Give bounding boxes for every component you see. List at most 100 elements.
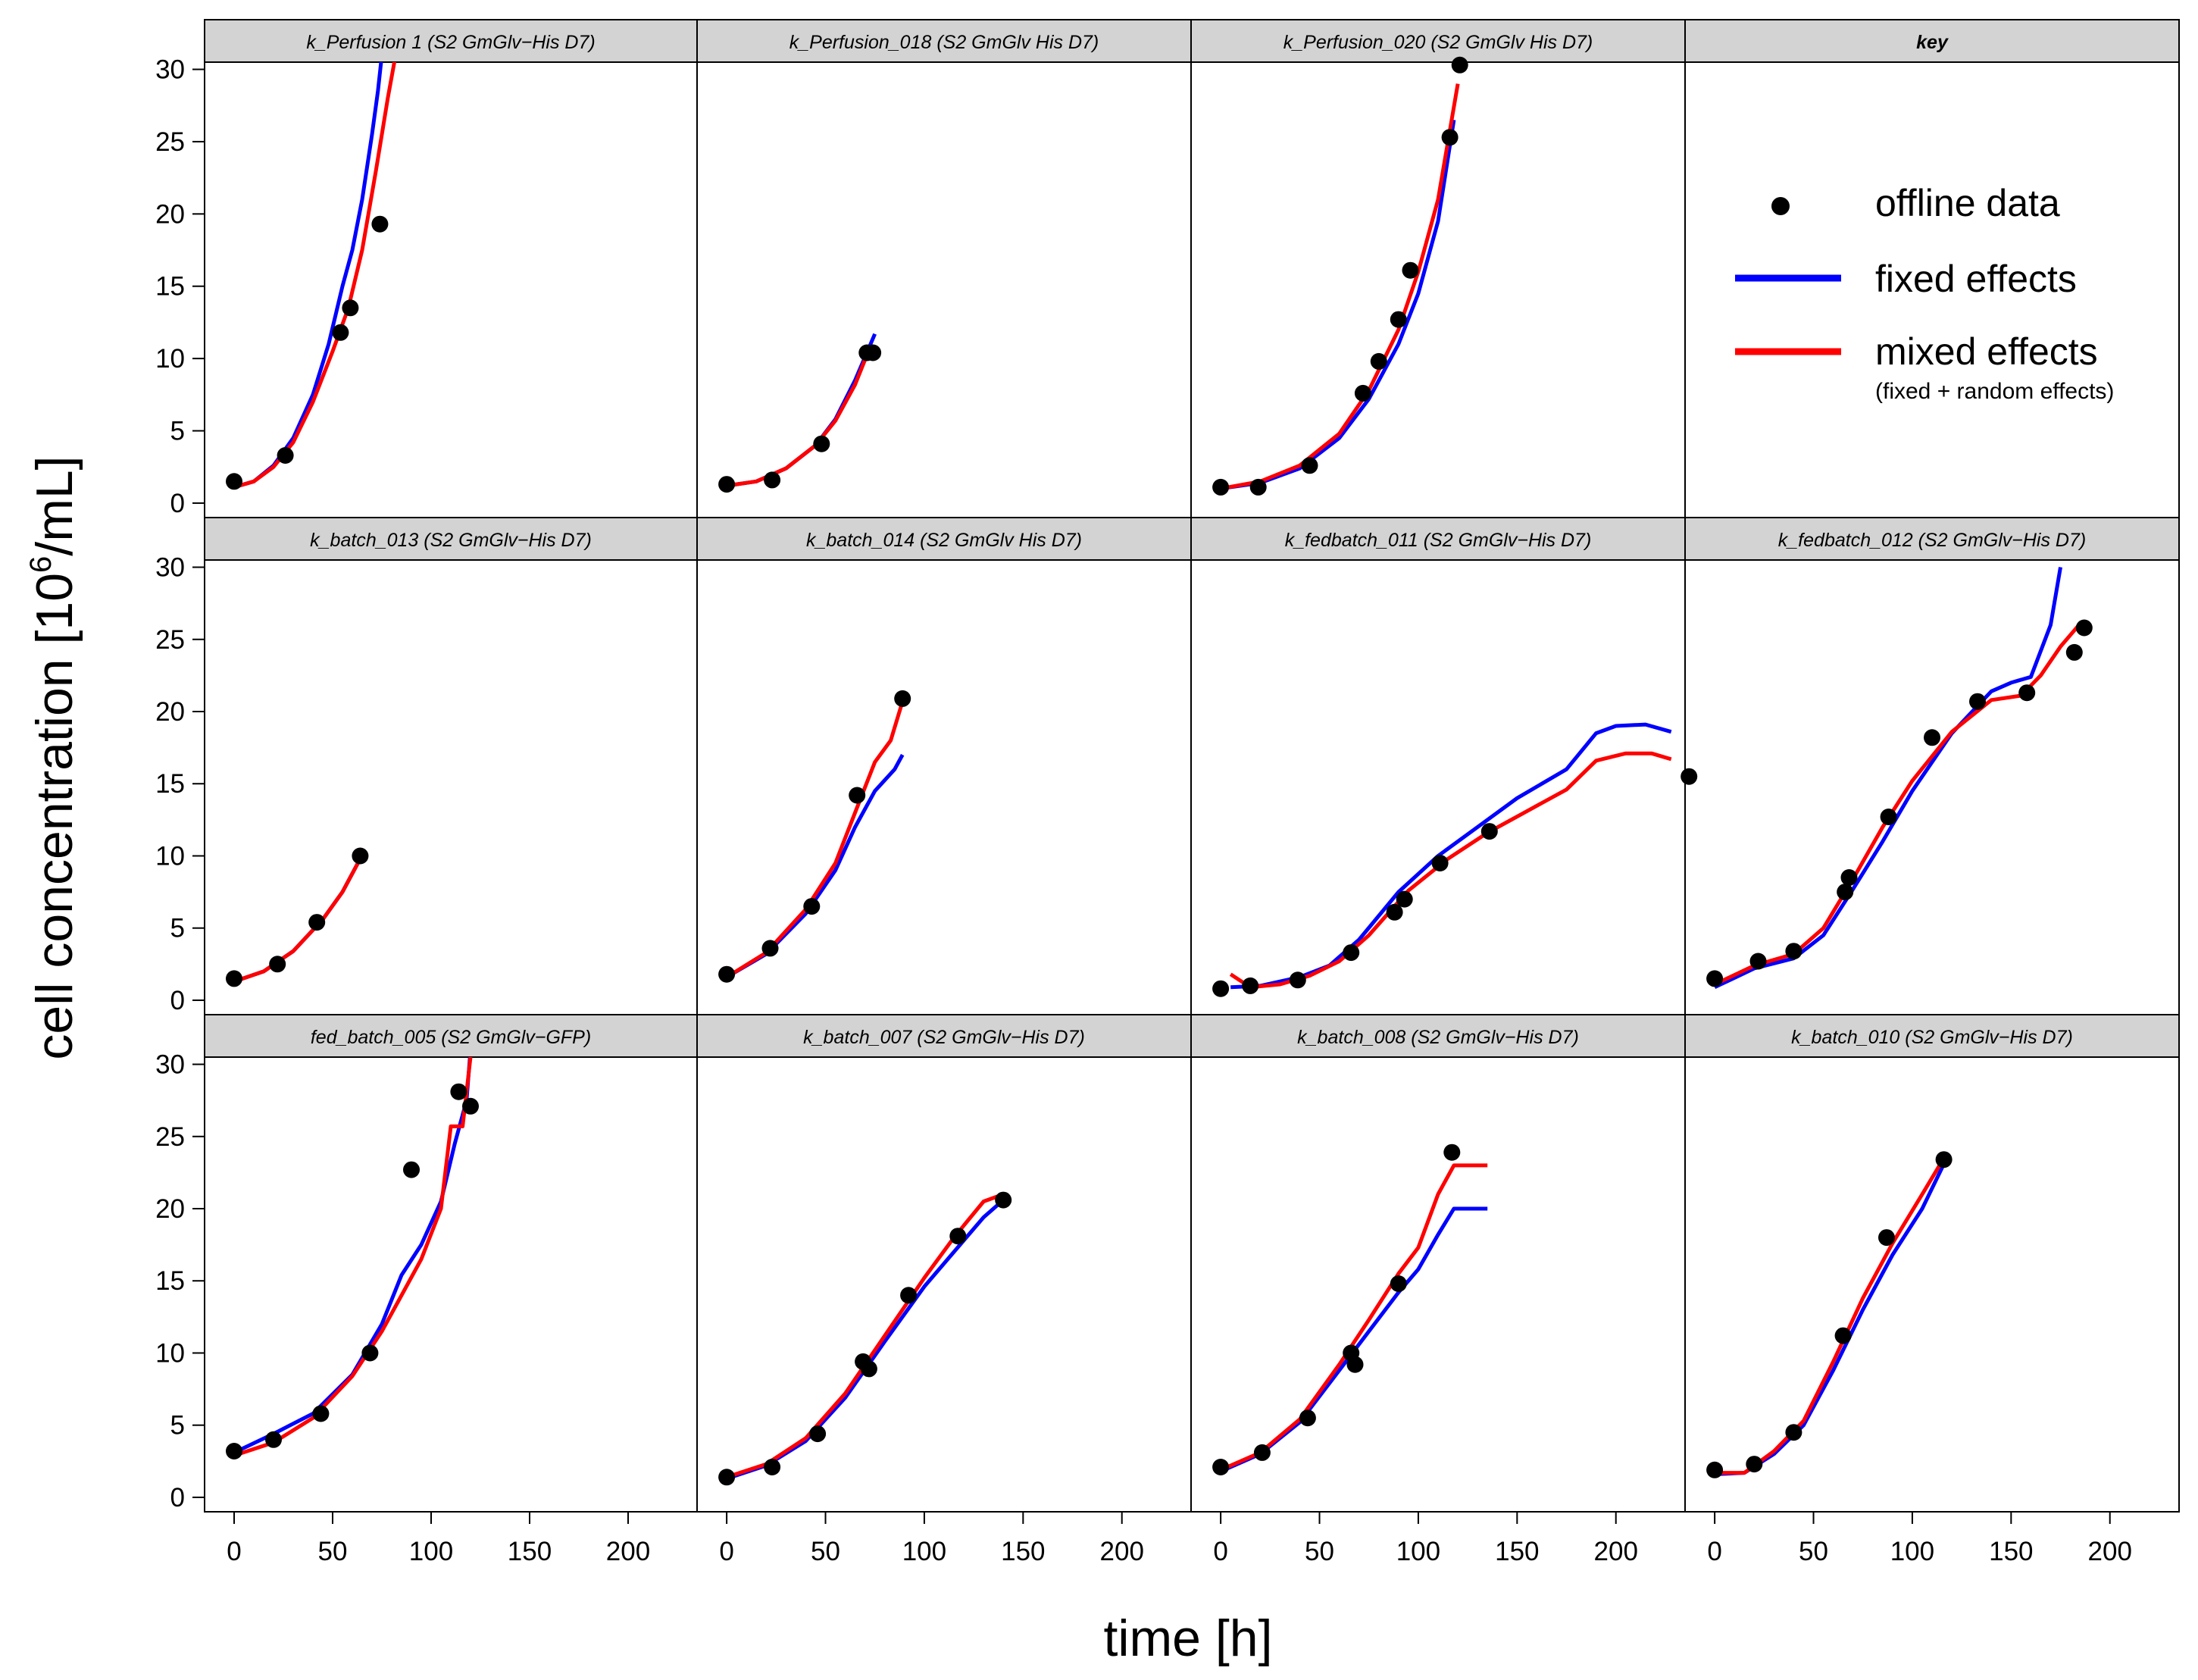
panels: k_Perfusion 1 (S2 GmGlv−His D7) k_Perfusi… bbox=[204, 19, 2180, 1513]
y-axis: 0 5 10 15 20 25 30 bbox=[155, 553, 205, 1015]
x-tick-label: 150 bbox=[1989, 1537, 2033, 1566]
x-axis: 0 50 100 150 200 bbox=[1707, 1512, 2132, 1566]
fixed-effects-line bbox=[233, 62, 383, 490]
y-tick-label: 0 bbox=[170, 986, 185, 1015]
panel: k_fedbatch_012 (S2 GmGlv−His D7) bbox=[1684, 517, 2180, 1015]
offline-data-point bbox=[860, 1360, 877, 1378]
offline-data-point bbox=[1924, 729, 1940, 746]
offline-data-point bbox=[1253, 1444, 1271, 1461]
panel: k_batch_014 (S2 GmGlv His D7) bbox=[696, 517, 1192, 1015]
panel-strip bbox=[696, 1014, 1192, 1058]
offline-data-point bbox=[1969, 693, 1986, 710]
offline-data-point bbox=[269, 956, 286, 973]
key-offline-marker bbox=[1771, 197, 1790, 215]
offline-data-point bbox=[1212, 1459, 1230, 1475]
x-tick-label: 200 bbox=[1100, 1537, 1144, 1566]
x-tick-label: 100 bbox=[1890, 1537, 1934, 1566]
offline-data-point bbox=[764, 471, 781, 489]
mixed-effects-line bbox=[233, 858, 362, 984]
offline-data-point bbox=[1441, 129, 1459, 146]
offline-data-point bbox=[352, 847, 369, 865]
key-mixed-sublabel: (fixed + random effects) bbox=[1875, 379, 2114, 404]
panel-frame bbox=[1684, 559, 2180, 1015]
offline-data-point bbox=[803, 898, 821, 915]
offline-data-point bbox=[2018, 684, 2036, 702]
offline-data-point bbox=[1785, 1424, 1802, 1441]
x-tick-label: 150 bbox=[508, 1537, 552, 1566]
offline-data-point bbox=[1681, 768, 1698, 785]
offline-data-point bbox=[1289, 971, 1306, 989]
y-tick-label: 25 bbox=[155, 127, 185, 157]
offline-data-point bbox=[1386, 903, 1403, 921]
y-axis: 0 5 10 15 20 25 30 bbox=[155, 55, 205, 518]
x-tick-label: 100 bbox=[902, 1537, 946, 1566]
offline-data-point bbox=[1746, 1456, 1763, 1473]
mixed-effects-line bbox=[233, 62, 397, 490]
y-tick-label: 25 bbox=[155, 1122, 185, 1152]
key-mixed-label: mixed effects bbox=[1875, 330, 2098, 373]
offline-data-point bbox=[761, 940, 779, 957]
offline-data-point bbox=[1299, 1409, 1316, 1427]
x-tick-label: 100 bbox=[409, 1537, 453, 1566]
x-axis: 0 50 100 150 200 bbox=[719, 1512, 1144, 1566]
panel-title: k_Perfusion_018 (S2 GmGlv His D7) bbox=[789, 32, 1099, 53]
mixed-effects-line bbox=[1220, 83, 1460, 491]
y-axis: 0 5 10 15 20 25 30 bbox=[155, 1050, 205, 1513]
offline-data-point bbox=[949, 1228, 967, 1245]
offline-data-point bbox=[1840, 869, 1858, 886]
fixed-effects-line bbox=[1714, 567, 2062, 990]
y-tick-label: 30 bbox=[155, 55, 185, 85]
offline-data-point bbox=[308, 914, 326, 931]
x-axis-label: time [h] bbox=[1104, 1610, 1273, 1667]
panel: k_batch_010 (S2 GmGlv−His D7) bbox=[1684, 1014, 2180, 1513]
offline-data-point bbox=[403, 1161, 420, 1178]
panel-strip bbox=[204, 1014, 698, 1058]
panel-strip bbox=[696, 517, 1192, 561]
offline-data-point bbox=[226, 473, 242, 490]
offline-data-point bbox=[764, 1459, 781, 1475]
panel: k_Perfusion_018 (S2 GmGlv His D7) bbox=[696, 19, 1192, 518]
key-fixed-label: fixed effects bbox=[1875, 258, 2077, 300]
x-tick-label: 200 bbox=[606, 1537, 650, 1566]
offline-data-point bbox=[718, 965, 736, 983]
panel-title: k_Perfusion 1 (S2 GmGlv−His D7) bbox=[306, 32, 595, 53]
y-tick-label: 5 bbox=[170, 914, 185, 943]
panel-frame bbox=[1190, 1056, 1686, 1513]
offline-data-point bbox=[1212, 478, 1230, 496]
x-tick-label: 0 bbox=[719, 1537, 733, 1566]
y-tick-label: 20 bbox=[155, 1194, 185, 1224]
panel-frame bbox=[204, 559, 698, 1015]
offline-data-point bbox=[1706, 970, 1724, 987]
offline-data-point bbox=[1249, 478, 1267, 496]
offline-data-point bbox=[1212, 980, 1230, 997]
y-tick-label: 15 bbox=[155, 272, 185, 302]
panel-title: k_batch_010 (S2 GmGlv−His D7) bbox=[1791, 1027, 2073, 1048]
offline-data-point bbox=[1480, 823, 1498, 840]
mixed-effects-line bbox=[1229, 751, 1672, 990]
panel-frame bbox=[1684, 1056, 2180, 1513]
axes: 0 5 10 15 20 25 30 0 5 10 15 20 25 30 0 5 10 15 20 25 30 0 50 1… bbox=[155, 55, 2132, 1566]
x-tick-label: 0 bbox=[1707, 1537, 1721, 1566]
panel-title: k_batch_008 (S2 GmGlv−His D7) bbox=[1297, 1027, 1579, 1048]
panel-title: k_batch_007 (S2 GmGlv−His D7) bbox=[803, 1027, 1085, 1048]
y-tick-label: 10 bbox=[155, 344, 185, 374]
panel-title: fed_batch_005 (S2 GmGlv−GFP) bbox=[311, 1027, 591, 1048]
panel-strip bbox=[204, 517, 698, 561]
offline-data-point bbox=[1785, 943, 1802, 960]
panel-frame bbox=[696, 1056, 1192, 1513]
y-tick-label: 0 bbox=[170, 1483, 185, 1513]
y-tick-label: 20 bbox=[155, 199, 185, 229]
panel-frame bbox=[1190, 61, 1686, 518]
panel: k_fedbatch_011 (S2 GmGlv−His D7) bbox=[1190, 517, 1698, 1015]
panel: fed_batch_005 (S2 GmGlv−GFP) bbox=[204, 1014, 698, 1513]
panel-frame bbox=[696, 61, 1192, 518]
y-tick-label: 5 bbox=[170, 417, 185, 446]
panel-title: k_fedbatch_011 (S2 GmGlv−His D7) bbox=[1285, 530, 1592, 551]
panel: k_Perfusion 1 (S2 GmGlv−His D7) bbox=[204, 19, 698, 518]
offline-data-point bbox=[1935, 1151, 1953, 1168]
offline-data-point bbox=[894, 690, 911, 707]
mixed-effects-line bbox=[233, 1057, 473, 1458]
offline-data-point bbox=[2065, 643, 2083, 661]
offline-data-point bbox=[462, 1097, 479, 1115]
